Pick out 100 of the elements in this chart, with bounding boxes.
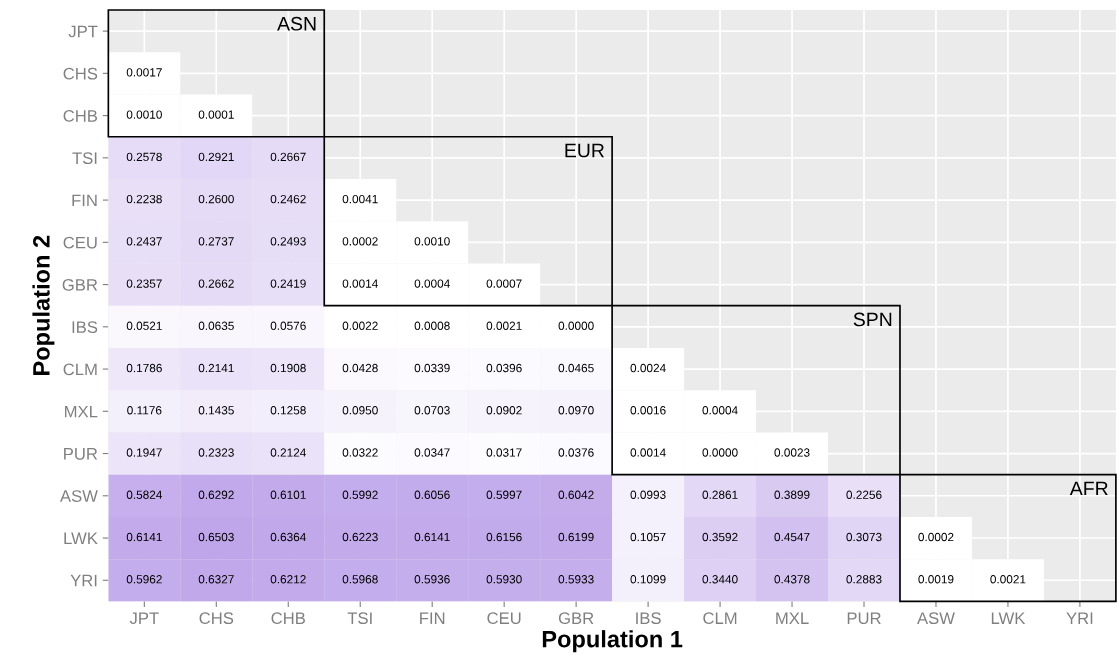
data-label: 0.0021 xyxy=(990,575,1026,584)
x-tick-label: FIN xyxy=(420,612,445,624)
y-tick-label: IBS xyxy=(72,321,98,334)
data-label: 0.2357 xyxy=(126,279,162,288)
data-label: 0.0007 xyxy=(486,279,522,288)
data-label: 0.5933 xyxy=(558,575,594,584)
x-tick-label: TSI xyxy=(347,612,372,625)
data-label: 0.3440 xyxy=(702,575,738,584)
data-label: 0.0002 xyxy=(918,532,954,542)
data-label: 0.0016 xyxy=(630,406,666,415)
y-tick-label: YRI xyxy=(70,574,97,587)
data-label: 0.2462 xyxy=(270,194,306,204)
data-label: 0.2238 xyxy=(126,194,162,204)
data-label: 0.4547 xyxy=(774,532,810,542)
data-label: 0.1176 xyxy=(127,406,162,415)
y-tick-label: JPT xyxy=(68,25,98,38)
y-tick-label: ASW xyxy=(60,490,98,502)
x-tick-label: JPT xyxy=(129,612,159,625)
y-tick-label: TSI xyxy=(72,152,97,165)
data-label: 0.0902 xyxy=(486,406,522,415)
data-label: 0.0001 xyxy=(198,110,234,119)
data-label: 0.4378 xyxy=(774,575,810,584)
data-label: 0.0000 xyxy=(702,448,738,457)
data-label: 0.0347 xyxy=(414,448,450,457)
data-label: 0.0002 xyxy=(342,237,378,246)
data-label: 0.6042 xyxy=(558,490,594,499)
data-label: 0.5824 xyxy=(126,490,163,499)
data-label: 0.0428 xyxy=(342,363,378,373)
data-label: 0.0004 xyxy=(702,406,738,415)
data-label: 0.6199 xyxy=(558,532,594,542)
data-label: 0.0008 xyxy=(414,321,450,330)
data-label: 0.0322 xyxy=(342,448,378,457)
annotation: AFR xyxy=(1069,481,1108,496)
x-tick-label: PUR xyxy=(847,612,881,625)
data-label: 0.0376 xyxy=(558,448,594,457)
x-tick-label: CEU xyxy=(487,612,521,625)
data-label: 0.6156 xyxy=(486,532,522,542)
data-label: 0.6141 xyxy=(414,532,450,542)
data-label: 0.2437 xyxy=(126,237,162,246)
data-label: 0.0703 xyxy=(414,406,450,415)
data-label: 0.2667 xyxy=(270,152,306,162)
y-tick-label: FIN xyxy=(72,194,97,207)
data-label: 0.1435 xyxy=(198,406,234,415)
data-label: 0.0041 xyxy=(342,194,378,204)
x-tick-label: CHS xyxy=(199,612,234,625)
data-label: 0.0019 xyxy=(918,575,954,584)
data-label: 0.5930 xyxy=(486,575,522,584)
annotation: SPN xyxy=(853,312,892,327)
data-label: 0.0317 xyxy=(486,448,522,457)
annotation: ASN xyxy=(277,16,316,31)
data-label: 0.0993 xyxy=(630,490,666,499)
data-label: 0.0021 xyxy=(486,321,522,330)
data-label: 0.0017 xyxy=(126,68,162,77)
data-label: 0.0004 xyxy=(414,279,450,288)
data-label: 0.3592 xyxy=(702,532,738,542)
data-label: 0.6141 xyxy=(126,532,162,542)
x-tick-label: LWK xyxy=(991,612,1026,624)
data-label: 0.1057 xyxy=(630,532,666,542)
data-label: 0.2323 xyxy=(198,448,234,457)
data-label: 0.0635 xyxy=(198,321,234,330)
data-label: 0.2737 xyxy=(198,237,234,246)
data-label: 0.0576 xyxy=(270,321,306,330)
data-label: 0.1258 xyxy=(270,406,306,415)
data-label: 0.5992 xyxy=(342,490,378,499)
data-label: 0.6101 xyxy=(270,490,306,499)
data-label: 0.1099 xyxy=(630,575,666,584)
data-label: 0.0023 xyxy=(774,448,810,457)
data-label: 0.0396 xyxy=(486,363,522,373)
y-tick-label: GBR xyxy=(62,278,98,291)
y-axis-title: Population 2 xyxy=(32,235,55,375)
annotation: EUR xyxy=(565,143,605,158)
data-label: 0.2124 xyxy=(270,448,306,457)
y-tick-label: CLM xyxy=(63,363,97,376)
data-label: 0.2419 xyxy=(270,279,306,288)
y-tick-label: CEU xyxy=(63,236,97,249)
data-label: 0.0521 xyxy=(126,321,162,330)
x-axis-title: Population 1 xyxy=(542,630,683,653)
x-tick-label: GBR xyxy=(558,612,594,625)
data-label: 0.6212 xyxy=(270,575,306,584)
data-label: 0.2662 xyxy=(198,279,234,288)
x-tick-label: IBS xyxy=(636,612,661,625)
data-label: 0.6056 xyxy=(414,490,450,499)
data-label: 0.2861 xyxy=(702,490,738,499)
data-label: 0.0014 xyxy=(630,448,666,457)
data-label: 0.5936 xyxy=(414,575,450,584)
data-label: 0.2921 xyxy=(198,152,234,162)
y-tick-label: PUR xyxy=(64,448,98,460)
data-label: 0.1947 xyxy=(126,448,162,457)
data-label: 0.0022 xyxy=(342,321,378,330)
data-label: 0.3073 xyxy=(846,532,882,542)
data-label: 0.5997 xyxy=(486,490,522,499)
data-label: 0.6327 xyxy=(198,575,234,584)
data-label: 0.6503 xyxy=(198,532,234,542)
x-tick-label: YRI xyxy=(1066,612,1093,624)
data-label: 0.2600 xyxy=(198,194,234,204)
data-label: 0.0970 xyxy=(558,406,594,415)
data-label: 0.0014 xyxy=(342,279,378,288)
data-label: 0.5962 xyxy=(126,575,162,584)
data-label: 0.2578 xyxy=(126,152,162,162)
y-tick-label: CHS xyxy=(63,67,98,80)
